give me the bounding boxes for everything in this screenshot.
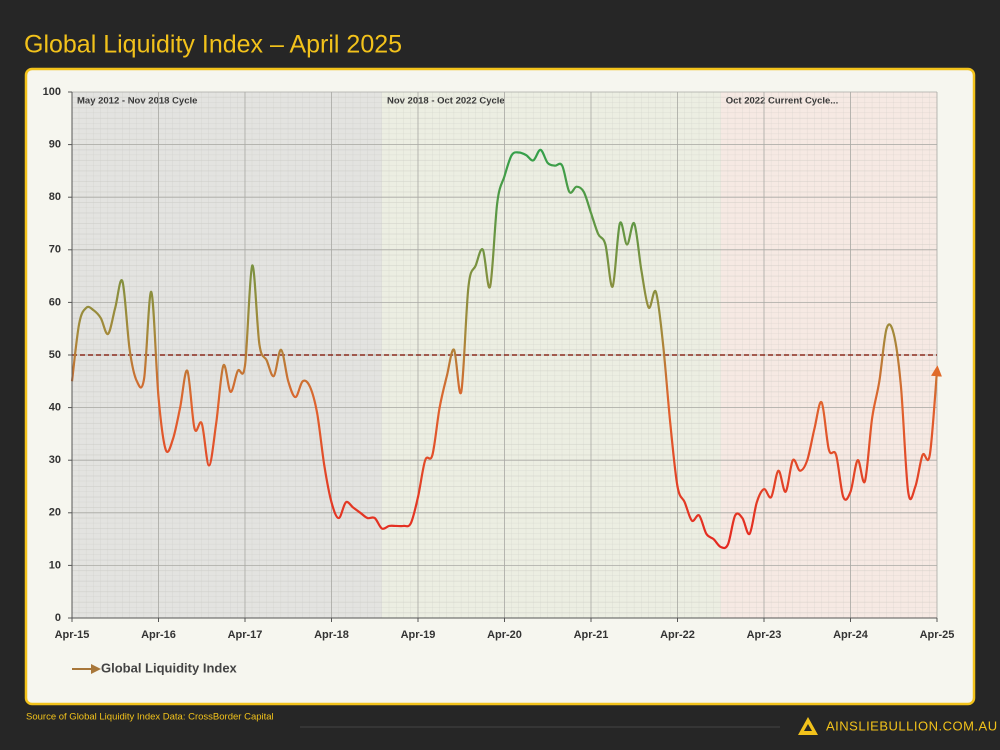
y-tick-label: 0 [55,612,61,624]
y-tick-label: 30 [49,454,61,466]
y-tick-label: 20 [49,507,61,519]
x-tick-label: Apr-25 [920,629,955,641]
brand-name: AINSLIEBULLION.COM.AU [826,718,998,733]
x-tick-label: Apr-17 [228,629,263,641]
x-tick-label: Apr-18 [314,629,349,641]
liquidity-line [70,148,943,550]
y-tick-label: 100 [43,86,61,98]
y-tick-label: 10 [49,559,61,571]
source-note: Source of Global Liquidity Index Data: C… [26,712,274,723]
brand-logo-inner [804,724,812,731]
x-tick-label: Apr-16 [141,629,176,641]
x-tick-label: Apr-22 [660,629,695,641]
y-tick-label: 80 [49,191,61,203]
y-tick-label: 60 [49,296,61,308]
x-tick-label: Apr-15 [55,629,90,641]
page-title: Global Liquidity Index – April 2025 [24,31,402,59]
x-tick-label: Apr-20 [487,629,522,641]
x-tick-label: Apr-23 [747,629,782,641]
legend-label: Global Liquidity Index [101,660,238,675]
y-tick-label: 40 [49,402,61,414]
x-tick-label: Apr-24 [833,629,869,641]
y-tick-label: 50 [49,349,61,361]
y-tick-label: 90 [49,139,61,151]
x-tick-label: Apr-19 [401,629,436,641]
y-tick-label: 70 [49,244,61,256]
x-tick-label: Apr-21 [574,629,609,641]
